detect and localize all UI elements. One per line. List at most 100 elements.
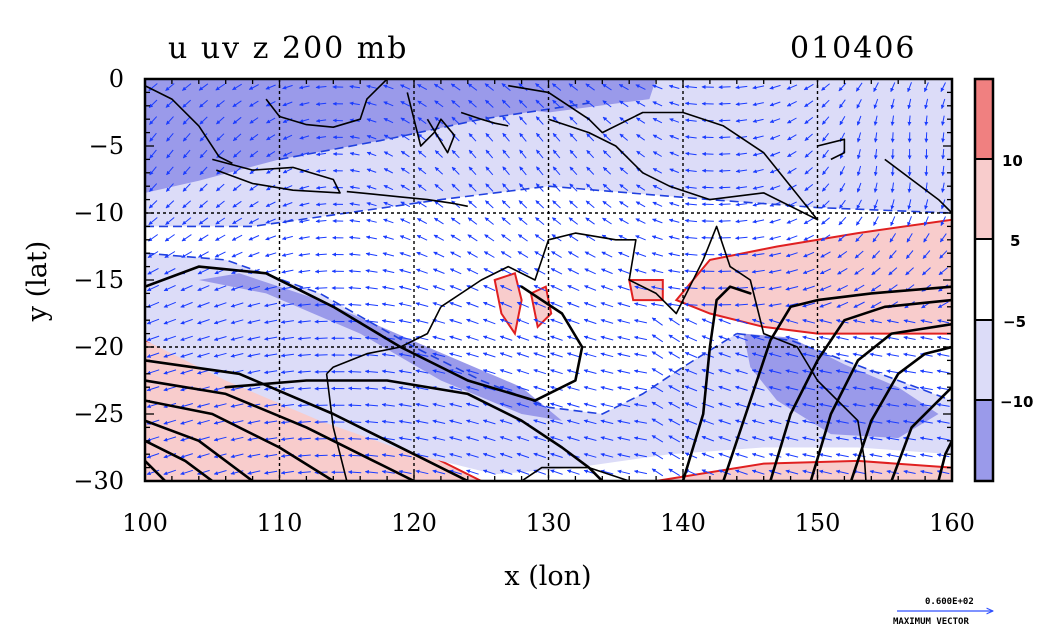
wind-vector-451 bbox=[449, 402, 463, 408]
wind-vector-1021 bbox=[853, 301, 865, 308]
wind-vector-15 bbox=[146, 335, 160, 342]
wind-vector-1041 bbox=[872, 233, 880, 243]
wind-vector-620 bbox=[566, 419, 580, 425]
wind-vector-915 bbox=[787, 134, 797, 141]
wind-vector-643 bbox=[583, 402, 597, 408]
wind-vector-128 bbox=[232, 217, 243, 225]
wind-vector-815 bbox=[701, 469, 714, 476]
wind-vector-408 bbox=[433, 83, 444, 91]
wind-vector-246 bbox=[315, 185, 327, 190]
colorbar-swatch-strong-negative bbox=[975, 400, 993, 481]
wind-vector-309 bbox=[348, 436, 362, 441]
wind-vector-866 bbox=[752, 118, 764, 123]
wind-vector-1045 bbox=[870, 301, 882, 309]
wind-vector-135 bbox=[230, 336, 244, 341]
wind-vector-722 bbox=[652, 117, 663, 124]
wind-vector-1061 bbox=[890, 165, 895, 177]
coastline-10 bbox=[440, 225, 867, 481]
wind-vector-1068 bbox=[887, 284, 898, 292]
wind-vector-42 bbox=[163, 386, 177, 392]
wind-vector-564 bbox=[533, 284, 546, 292]
wind-vector-148 bbox=[249, 150, 259, 158]
wind-vector-831 bbox=[718, 335, 731, 341]
wind-vector-667 bbox=[600, 402, 614, 408]
wind-vector-1032 bbox=[873, 82, 879, 92]
x-tick-label-100: 100 bbox=[122, 509, 168, 537]
wind-vector-740 bbox=[651, 418, 664, 426]
wind-vector-7 bbox=[148, 200, 158, 209]
wind-vector-329 bbox=[364, 369, 379, 374]
wind-vector-727 bbox=[652, 201, 663, 207]
wind-vector-860 bbox=[735, 419, 748, 425]
wind-vector-1046 bbox=[869, 319, 882, 324]
wind-vector-1113 bbox=[923, 233, 930, 243]
wind-vector-1125 bbox=[919, 436, 933, 441]
wind-vector-497 bbox=[482, 369, 496, 375]
wind-vector-969 bbox=[820, 234, 831, 242]
wind-vector-962 bbox=[821, 116, 830, 125]
wind-vector-944 bbox=[803, 217, 814, 225]
wind-vector-191 bbox=[264, 470, 278, 475]
wind-vector-481 bbox=[485, 99, 494, 108]
wind-vector-552 bbox=[535, 83, 545, 91]
wind-vector-1025 bbox=[852, 369, 866, 374]
wind-vector-708 bbox=[634, 285, 647, 291]
wind-vector-1056 bbox=[890, 82, 896, 93]
height-contour-11 bbox=[145, 399, 335, 481]
wind-vector-692 bbox=[617, 419, 631, 424]
wind-vector-360 bbox=[400, 84, 411, 90]
wind-vector-939 bbox=[804, 133, 813, 141]
wind-vector-82 bbox=[198, 251, 209, 258]
wind-vector-724 bbox=[652, 151, 662, 157]
wind-vector-489 bbox=[484, 234, 495, 242]
wind-vector-331 bbox=[364, 403, 379, 408]
wind-vector-920 bbox=[786, 218, 798, 224]
wind-vector-580 bbox=[552, 149, 561, 159]
wind-vector-372 bbox=[398, 285, 412, 291]
wind-vector-395 bbox=[416, 268, 428, 274]
wind-vector-326 bbox=[364, 319, 379, 324]
wind-vector-374 bbox=[398, 319, 412, 324]
wind-vector-348 bbox=[382, 285, 395, 290]
wind-vector-531 bbox=[519, 132, 527, 142]
wind-vector-679 bbox=[619, 200, 629, 208]
wind-vector-909 bbox=[768, 436, 782, 441]
wind-vector-1142 bbox=[937, 319, 950, 324]
height-contour-1 bbox=[224, 379, 604, 481]
wind-vector-472 bbox=[466, 352, 479, 358]
wind-vector-319 bbox=[366, 201, 377, 207]
wind-vector-294 bbox=[349, 185, 360, 190]
wind-vector-335 bbox=[364, 470, 379, 474]
wind-vector-183 bbox=[264, 336, 278, 341]
wind-vector-496 bbox=[482, 352, 496, 358]
wind-vector-153 bbox=[248, 235, 260, 241]
wind-vector-169 bbox=[265, 101, 276, 107]
wind-vector-897 bbox=[769, 235, 781, 241]
wind-vector-512 bbox=[501, 217, 511, 225]
wind-vector-474 bbox=[466, 385, 479, 391]
wind-vector-697 bbox=[635, 100, 646, 107]
wind-vector-24 bbox=[165, 83, 175, 91]
wind-vector-695 bbox=[617, 469, 631, 475]
wind-vector-732 bbox=[651, 285, 664, 290]
wind-vector-993 bbox=[838, 233, 847, 242]
wind-vector-176 bbox=[265, 218, 276, 224]
wind-vector-73 bbox=[199, 99, 208, 108]
coastline-6 bbox=[508, 84, 819, 221]
coastline-12 bbox=[521, 466, 630, 481]
wind-vector-755 bbox=[668, 268, 681, 273]
wind-vector-488 bbox=[484, 217, 494, 225]
wind-vector-522 bbox=[499, 385, 513, 391]
wind-vector-462 bbox=[468, 183, 477, 192]
wind-vector-729 bbox=[651, 235, 663, 240]
wind-vector-37 bbox=[163, 301, 176, 308]
wind-vector-728 bbox=[652, 218, 663, 224]
wind-vector-145 bbox=[249, 100, 259, 107]
wind-vector-902 bbox=[768, 318, 782, 324]
height-contour-5 bbox=[809, 322, 952, 481]
wind-vector-142 bbox=[230, 453, 244, 459]
wind-vector-751 bbox=[669, 201, 680, 207]
wind-vector-880 bbox=[751, 352, 765, 358]
wind-vector-635 bbox=[584, 268, 596, 275]
wind-vector-317 bbox=[366, 168, 377, 173]
